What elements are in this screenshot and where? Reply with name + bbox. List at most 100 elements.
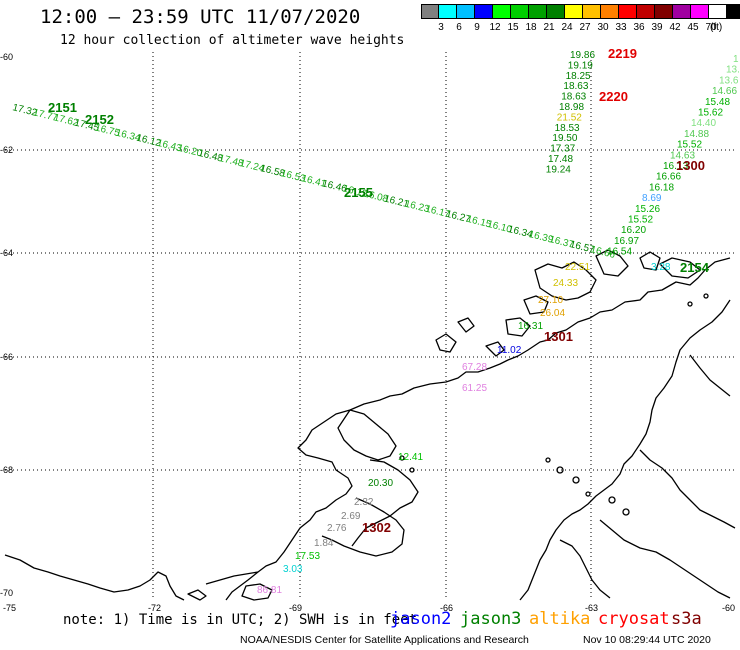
scale-swatch [493, 4, 511, 19]
pass-time-label: 2220 [599, 89, 628, 104]
scale-label: 24 [561, 22, 573, 33]
wave-height-label: 8.69 [642, 193, 662, 204]
scale-swatch [475, 4, 493, 19]
scale-swatch [691, 4, 709, 19]
scale-swatch [547, 4, 565, 19]
legend-item-jason3: jason3 [460, 609, 522, 629]
pass-time-label: 1301 [544, 329, 573, 344]
scale-swatch [709, 4, 727, 19]
page-subtitle: 12 hour collection of altimeter wave hei… [60, 33, 405, 48]
pass-time-label: 2151 [48, 100, 77, 115]
latitude-label: -66 [0, 352, 13, 362]
wave-height-label: 16.13 [663, 161, 688, 172]
pass-time-label: 2219 [608, 46, 637, 61]
legend-item-s3a: s3a [671, 609, 702, 629]
wave-height-label: 16.20 [621, 225, 646, 236]
wave-height-label: 16.31 [518, 321, 543, 332]
scale-swatch [583, 4, 601, 19]
scale-label: 6 [456, 22, 462, 33]
scale-label: 15 [507, 22, 519, 33]
longitude-label: -60 [722, 603, 735, 613]
wave-height-label: 18.53 [555, 123, 580, 134]
wave-height-label: 12.41 [398, 452, 423, 463]
latitude-label: -62 [0, 145, 13, 155]
scale-swatch [601, 4, 619, 19]
wave-height-label: 24.33 [553, 278, 578, 289]
scale-swatch [457, 4, 475, 19]
latitude-label: -70 [0, 588, 13, 598]
wave-height-label: 26.04 [540, 308, 565, 319]
wave-height-label: 15.52 [628, 215, 653, 226]
scale-swatch [637, 4, 655, 19]
longitude-label: -69 [289, 603, 302, 613]
page-title: 12:00 – 23:59 UTC 11/07/2020 [40, 6, 361, 28]
wave-height-label: 16.97 [614, 236, 639, 247]
wave-height-label: 3.03 [283, 564, 303, 575]
scale-label: 30 [597, 22, 609, 33]
wave-height-label: 15.62 [698, 108, 723, 119]
longitude-label: -75 [3, 603, 16, 613]
scale-swatch [511, 4, 529, 19]
wave-height-label: 2.32 [354, 497, 374, 508]
wave-height-label: 13.6 [719, 75, 739, 86]
axis-labels: -60 -62 -64 -66 -68 -70 -75 -72 -69 -66 -63 -60 [0, 52, 735, 613]
pass-time-label: 2152 [85, 112, 114, 127]
wave-height-label: 19.86 [570, 50, 595, 61]
wave-height-label: 15.48 [705, 97, 730, 108]
scale-label: 70 [705, 22, 717, 33]
scale-label: 36 [633, 22, 645, 33]
wave-height-label: 14.66 [712, 86, 737, 97]
scale-swatch [439, 4, 457, 19]
scale-swatch [727, 4, 740, 19]
scale-swatch [565, 4, 583, 19]
wave-height-label: 20.30 [368, 478, 393, 489]
wave-height-label: 1 [733, 54, 739, 65]
longitude-label: -63 [585, 603, 598, 613]
pass-time-label: 1300 [676, 158, 705, 173]
wave-height-label: 22.51 [565, 262, 590, 273]
pass-time-label: 2155 [344, 185, 373, 200]
legend-item-altika: altika [529, 609, 591, 629]
wave-height-label: 67.28 [462, 362, 487, 373]
credit-line: NOAA/NESDIS Center for Satellite Applica… [240, 634, 529, 646]
color-scale-bar [421, 4, 740, 20]
scale-label: 18 [525, 22, 537, 33]
graticule [5, 52, 735, 600]
longitude-label: -66 [440, 603, 453, 613]
legend-item-jason2: jason2 [390, 609, 452, 629]
scale-label: 12 [489, 22, 501, 33]
scale-swatch [529, 4, 547, 19]
scale-label: 3 [438, 22, 444, 33]
wave-height-label: 14.63 [670, 150, 695, 161]
wave-height-label: 16.18 [649, 182, 674, 193]
scale-swatch [673, 4, 691, 19]
latitude-label: -60 [0, 52, 13, 62]
scale-label: 21 [543, 22, 555, 33]
coastline [4, 249, 736, 601]
wave-height-label: 2.69 [341, 511, 361, 522]
footer-note: note: 1) Time is in UTC; 2) SWH is in fe… [63, 612, 418, 628]
wave-height-label: 86.81 [257, 585, 282, 596]
wave-height-label: 16.66 [656, 172, 681, 183]
wave-height-labels: 17.3217.7717.6217.4516.7516.3416.1216.43… [11, 46, 740, 596]
wave-height-label: 21.52 [557, 112, 582, 123]
legend-item-cryosat: cryosat [598, 609, 670, 629]
color-scale-unit: (ft) [710, 22, 723, 33]
wave-height-label: 18.98 [559, 102, 584, 113]
wave-height-label: 16.54 [607, 247, 632, 258]
longitude-label: -72 [148, 603, 161, 613]
wave-height-label: 61.25 [462, 383, 487, 394]
scale-label: 27 [579, 22, 591, 33]
scale-label: 45 [687, 22, 699, 33]
scale-swatch [655, 4, 673, 19]
latitude-label: -64 [0, 248, 13, 258]
wave-height-label: 27.10 [538, 295, 563, 306]
pass-time-label: 2154 [680, 260, 710, 275]
wave-height-label: 19.19 [568, 60, 593, 71]
scale-label: 9 [474, 22, 480, 33]
wave-height-label: 13. [726, 65, 740, 76]
pass-time-label: 1302 [362, 520, 391, 535]
latitude-label: -68 [0, 465, 13, 475]
